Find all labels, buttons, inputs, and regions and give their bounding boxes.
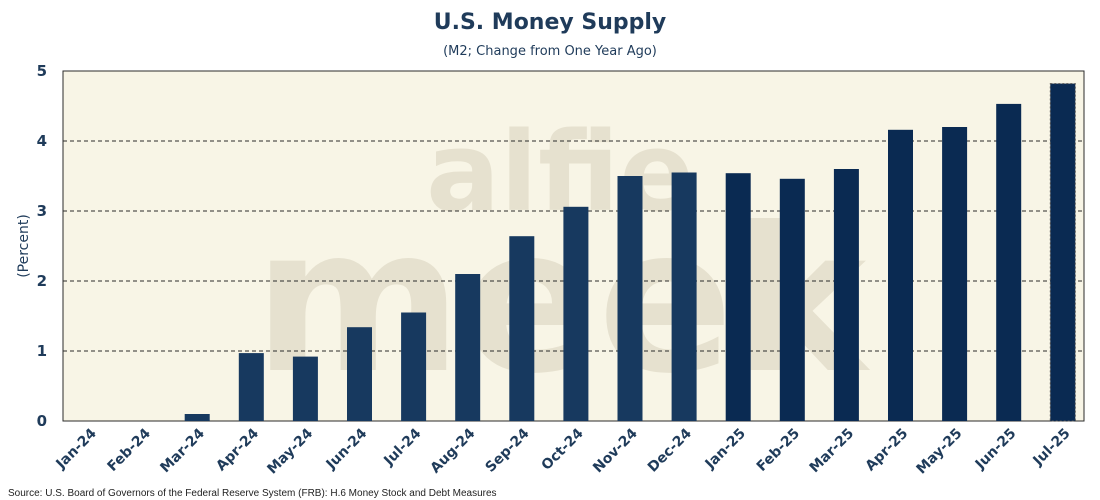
x-tick-label: Feb-25 <box>754 426 803 475</box>
bar <box>455 274 481 421</box>
chart-title: U.S. Money Supply <box>434 10 667 35</box>
bar <box>779 178 805 421</box>
x-tick-label: Aug-24 <box>428 425 479 476</box>
gridlines <box>63 140 1084 352</box>
x-tick-label: Nov-24 <box>590 425 641 476</box>
source-note: Source: U.S. Board of Governors of the F… <box>8 488 497 499</box>
bar <box>401 312 427 421</box>
x-tick-label: Apr-24 <box>213 425 262 474</box>
x-tick-label: Jun-25 <box>972 426 1020 474</box>
x-tick-label: Jan-25 <box>702 426 749 473</box>
bar <box>833 169 859 421</box>
x-tick-label: Jun-24 <box>323 425 371 473</box>
y-tick-label: 1 <box>37 342 47 360</box>
bars <box>184 83 1076 422</box>
bar <box>725 173 751 421</box>
bar <box>996 103 1022 422</box>
y-tick-label: 2 <box>37 272 47 290</box>
bar <box>1049 83 1076 422</box>
bar <box>888 129 913 422</box>
x-tick-label: May-25 <box>914 426 966 478</box>
y-axis-ticks: 0 1 2 3 4 5 <box>37 62 47 430</box>
x-tick-label: Dec-24 <box>645 425 695 475</box>
y-tick-label: 4 <box>37 132 47 150</box>
watermark-line-2: meek <box>254 185 871 418</box>
x-tick-label: Jan-24 <box>53 425 100 472</box>
y-tick-label: 3 <box>37 202 47 220</box>
y-tick-label: 5 <box>37 62 47 80</box>
x-tick-label: Oct-24 <box>539 425 587 473</box>
y-tick-label: 0 <box>37 412 47 430</box>
bar <box>617 176 643 421</box>
bar <box>292 356 318 421</box>
x-tick-label: Sep-24 <box>482 425 532 475</box>
watermark: alfie meek <box>254 108 871 418</box>
y-axis-label: (Percent) <box>16 214 32 278</box>
x-tick-label: Apr-25 <box>862 426 911 475</box>
x-tick-label: Jul-24 <box>380 425 424 469</box>
bar <box>184 414 210 421</box>
x-tick-label: Mar-24 <box>157 425 208 476</box>
bar <box>942 127 968 421</box>
x-tick-label: Mar-25 <box>807 426 858 477</box>
x-tick-label: Jul-25 <box>1030 426 1074 470</box>
bar <box>671 172 697 421</box>
chart-subtitle: (M2; Change from One Year Ago) <box>443 44 657 59</box>
watermark-line-1: alfie <box>426 108 694 236</box>
bar <box>347 327 372 421</box>
x-tick-label: May-24 <box>264 425 316 477</box>
x-axis-ticks: Jan-24 Feb-24 Mar-24 Apr-24 May-24 Jun-24 Jul-… <box>53 425 1074 477</box>
bar <box>509 236 535 421</box>
bar <box>238 353 264 421</box>
bar <box>563 206 589 421</box>
x-tick-label: Feb-24 <box>105 425 155 475</box>
